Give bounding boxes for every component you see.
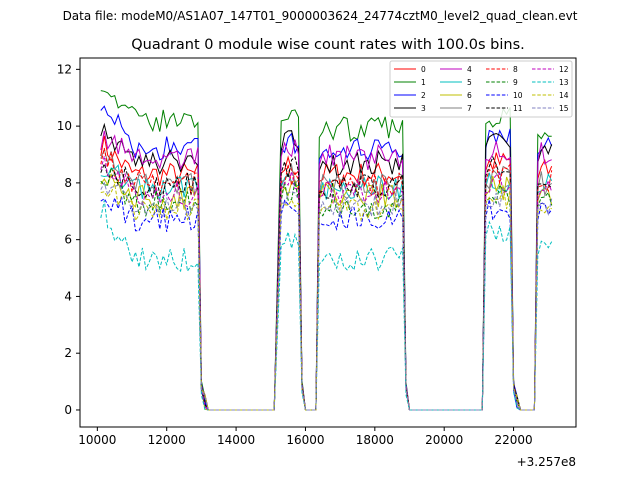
legend-label: 4 bbox=[467, 65, 472, 74]
legend-label: 2 bbox=[421, 91, 426, 100]
series-line-8 bbox=[100, 147, 553, 411]
y-tick-label: 6 bbox=[64, 233, 72, 247]
plot-area bbox=[79, 57, 577, 428]
x-offset-label: +3.257e8 bbox=[517, 455, 576, 469]
figure-suptitle: Data file: modeM0/AS1A07_147T01_90000036… bbox=[63, 9, 578, 23]
y-tick-label: 12 bbox=[57, 62, 72, 76]
plot-frame bbox=[79, 57, 577, 428]
x-tick-label: 14000 bbox=[217, 433, 255, 447]
legend-label: 7 bbox=[467, 104, 472, 113]
series-line-15 bbox=[100, 181, 553, 411]
y-tick-label: 0 bbox=[64, 403, 72, 417]
legend-label: 15 bbox=[559, 104, 569, 113]
y-tick-label: 2 bbox=[64, 346, 72, 360]
legend-label: 5 bbox=[467, 78, 472, 87]
legend-label: 0 bbox=[421, 65, 426, 74]
legend-label: 11 bbox=[513, 104, 523, 113]
y-tick-label: 4 bbox=[64, 289, 72, 303]
x-tick-label: 16000 bbox=[286, 433, 324, 447]
legend-frame bbox=[389, 60, 573, 118]
legend-label: 14 bbox=[559, 91, 569, 100]
y-axis: 0 2 4 6 8 10 12 bbox=[57, 62, 80, 417]
y-tick-label: 8 bbox=[64, 176, 72, 190]
x-tick-label: 22000 bbox=[494, 433, 532, 447]
x-tick-label: 10000 bbox=[78, 433, 116, 447]
chart-title: Quadrant 0 module wise count rates with … bbox=[131, 37, 525, 53]
x-tick-label: 12000 bbox=[148, 433, 186, 447]
legend-label: 8 bbox=[513, 65, 518, 74]
x-tick-label: 20000 bbox=[425, 433, 463, 447]
y-tick-label: 10 bbox=[57, 119, 72, 133]
legend-label: 10 bbox=[513, 91, 523, 100]
legend-label: 3 bbox=[421, 104, 426, 113]
legend-label: 6 bbox=[467, 91, 472, 100]
legend-label: 9 bbox=[513, 78, 518, 87]
legend-label: 13 bbox=[559, 78, 569, 87]
legend-label: 1 bbox=[421, 78, 426, 87]
x-tick-label: 18000 bbox=[356, 433, 394, 447]
legend-label: 12 bbox=[559, 65, 569, 74]
x-axis: 10000 12000 14000 16000 18000 20000 22000 bbox=[78, 427, 533, 447]
series-layer bbox=[100, 90, 553, 411]
